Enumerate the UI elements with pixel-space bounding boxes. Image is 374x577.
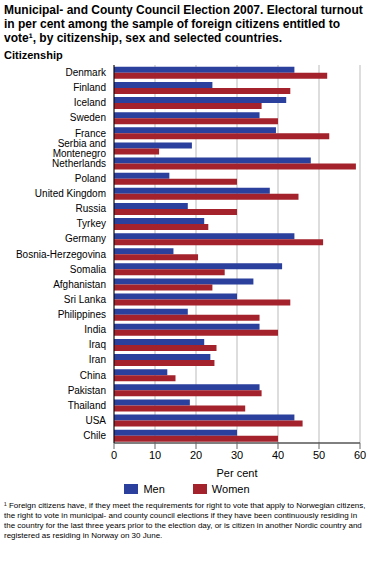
svg-text:Afghanistan: Afghanistan (53, 279, 106, 290)
svg-text:Thailand: Thailand (68, 400, 106, 411)
svg-text:Sri Lanka: Sri Lanka (64, 294, 107, 305)
svg-text:60: 60 (354, 449, 366, 461)
svg-text:Pakistan: Pakistan (68, 385, 106, 396)
svg-text:USA: USA (85, 415, 106, 426)
svg-text:0: 0 (111, 449, 117, 461)
svg-text:Russia: Russia (75, 203, 106, 214)
svg-text:Iceland: Iceland (74, 97, 106, 108)
svg-text:Bosnia-Herzegovina: Bosnia-Herzegovina (16, 249, 106, 260)
svg-text:India: India (84, 324, 106, 335)
svg-text:30: 30 (231, 449, 243, 461)
svg-text:40: 40 (272, 449, 284, 461)
svg-text:50: 50 (313, 449, 325, 461)
html-text:Women: Women (211, 483, 250, 495)
svg-text:Poland: Poland (75, 173, 106, 184)
svg-text:France: France (74, 127, 106, 139)
html-text:Municipal- and County Council: Municipal- and County Council Election 2… (4, 3, 363, 45)
svg-text:Chile: Chile (83, 430, 106, 441)
svg-text:Iran: Iran (89, 354, 106, 365)
svg-text:20: 20 (190, 449, 202, 461)
svg-text:Somalia: Somalia (70, 264, 107, 275)
svg-text:Germany: Germany (65, 233, 106, 244)
svg-text:Per cent: Per cent (217, 467, 258, 479)
html-text:Citizenship: Citizenship (4, 49, 63, 61)
svg-text:Finland: Finland (73, 82, 106, 93)
svg-text:Philippines: Philippines (58, 309, 106, 320)
svg-text:Serbia andMontenegro: Serbia andMontenegro (53, 138, 107, 159)
svg-text:Denmark: Denmark (65, 67, 107, 78)
svg-text:United Kingdom: United Kingdom (35, 188, 106, 199)
svg-text:Sweden: Sweden (70, 112, 106, 123)
svg-text:Iraq: Iraq (89, 339, 106, 350)
html-text:Men: Men (143, 483, 165, 495)
html-text:¹ Foreign citizens have, if th: ¹ Foreign citizens have, if they meet th… (4, 501, 366, 540)
svg-text:Tyrkey: Tyrkey (77, 218, 106, 229)
svg-text:China: China (80, 370, 107, 381)
svg-text:10: 10 (149, 449, 161, 461)
svg-text:Netherlands: Netherlands (52, 158, 106, 169)
